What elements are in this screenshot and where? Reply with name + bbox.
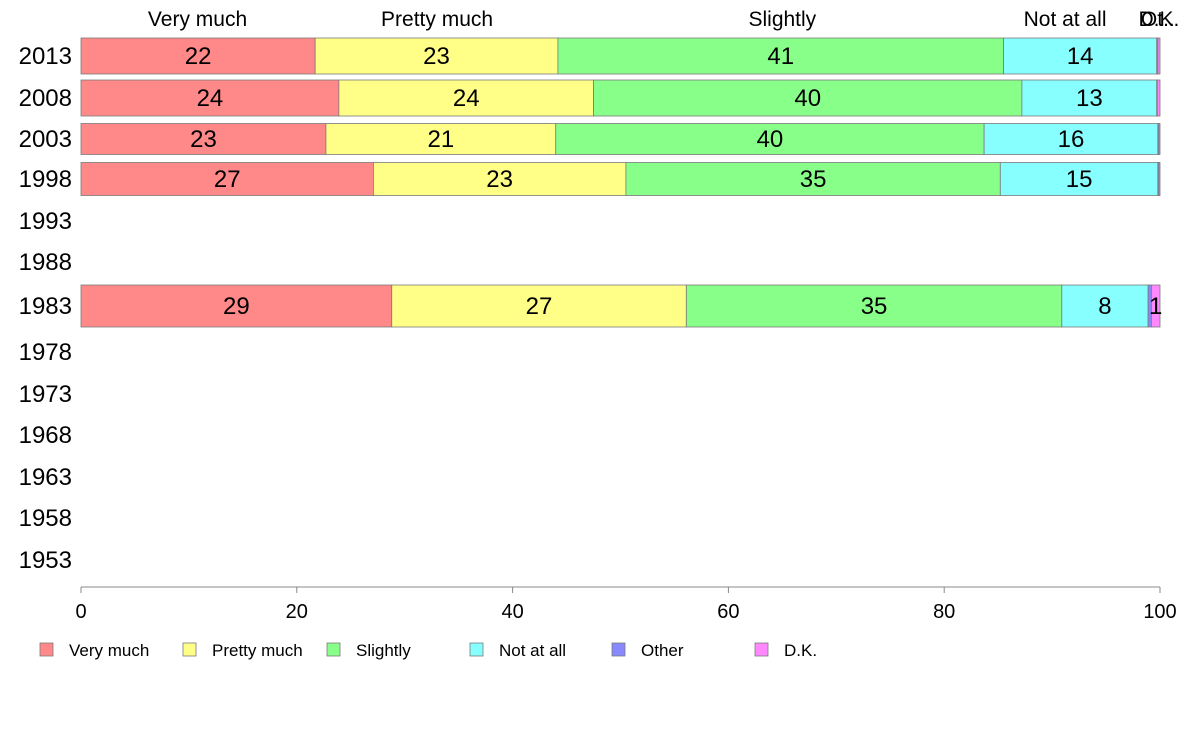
bar-segment xyxy=(80,37,316,75)
bar-value-label: 24 xyxy=(197,85,224,112)
bar-segment xyxy=(1157,37,1161,75)
legend-swatch xyxy=(39,642,54,657)
bar-value-label: 14 xyxy=(1067,43,1094,70)
bar-segment xyxy=(685,284,1063,328)
bar-value-label: 22 xyxy=(185,43,212,70)
bar-segment xyxy=(391,284,687,328)
x-tick-label: 40 xyxy=(501,601,523,623)
legend-label: Slightly xyxy=(356,641,411,660)
legend-label: D.K. xyxy=(784,641,817,660)
bar-segment xyxy=(1158,123,1161,155)
top-series-label: Slightly xyxy=(748,8,816,31)
x-tick-label: 80 xyxy=(933,601,955,623)
legend-swatch xyxy=(326,642,341,657)
y-tick-label: 1993 xyxy=(19,208,72,235)
bar-segment xyxy=(999,162,1159,196)
top-series-label: Ot.. xyxy=(1141,8,1175,31)
bar-segment xyxy=(1158,162,1161,196)
bar-segment xyxy=(625,162,1001,196)
bar-segment xyxy=(555,123,985,155)
bar-segment xyxy=(593,79,1023,117)
bar-value-label: 16 xyxy=(1058,126,1085,153)
bar-value-label: 1 xyxy=(1149,293,1162,320)
x-tick-label: 100 xyxy=(1143,601,1176,623)
y-tick-label: 1963 xyxy=(19,464,72,491)
bar-segment xyxy=(1150,284,1161,328)
legend-label: Other xyxy=(641,641,684,660)
y-tick-label: 2013 xyxy=(19,43,72,70)
bar-segment xyxy=(314,37,559,75)
legend-swatch xyxy=(611,642,626,657)
bar-value-label: 8 xyxy=(1098,293,1111,320)
y-tick-label: 1953 xyxy=(19,547,72,574)
bar-value-label: 23 xyxy=(423,43,450,70)
bar-value-label: 40 xyxy=(794,85,821,112)
top-series-label: Pretty much xyxy=(381,8,493,31)
bar-value-label: 35 xyxy=(861,293,888,320)
bar-value-label: 21 xyxy=(427,126,454,153)
bar-segment xyxy=(80,162,374,196)
bar-value-label: 23 xyxy=(486,166,513,193)
bar-segment xyxy=(1061,284,1149,328)
y-tick-label: 1998 xyxy=(19,166,72,193)
bar-value-label: 29 xyxy=(223,293,250,320)
bar-value-label: 27 xyxy=(526,293,553,320)
y-tick-label: 2003 xyxy=(19,126,72,153)
bar-segment xyxy=(1156,79,1161,117)
y-tick-label: 1988 xyxy=(19,249,72,276)
bar-value-label: 35 xyxy=(800,166,827,193)
legend-swatch xyxy=(182,642,197,657)
bar-value-label: 41 xyxy=(767,43,794,70)
bar-segment xyxy=(80,123,327,155)
bar-value-label: 27 xyxy=(214,166,241,193)
legend-label: Very much xyxy=(69,641,149,660)
bar-segment xyxy=(338,79,594,117)
y-tick-label: 2008 xyxy=(19,85,72,112)
y-tick-label: 1958 xyxy=(19,505,72,532)
x-tick-label: 60 xyxy=(717,601,739,623)
bar-value-label: 23 xyxy=(190,126,217,153)
legend-label: Pretty much xyxy=(212,641,303,660)
legend-label: Not at all xyxy=(499,641,566,660)
bar-value-label: 40 xyxy=(757,126,784,153)
bar-value-label: 24 xyxy=(453,85,480,112)
top-series-label: D.K. xyxy=(1138,8,1179,31)
x-tick-label: 0 xyxy=(75,601,86,623)
top-series-label: Not at all xyxy=(1024,8,1107,31)
y-tick-label: 1978 xyxy=(19,339,72,366)
bar-segment xyxy=(1021,79,1158,117)
bar-segment xyxy=(80,79,340,117)
bar-segment xyxy=(1003,37,1158,75)
bar-segment xyxy=(80,284,393,328)
legend-swatch xyxy=(754,642,769,657)
bar-segment xyxy=(557,37,1004,75)
y-tick-label: 1968 xyxy=(19,422,72,449)
bar-value-label: 15 xyxy=(1066,166,1093,193)
legend-swatch xyxy=(469,642,484,657)
top-series-label: Very much xyxy=(148,8,247,31)
y-tick-label: 1983 xyxy=(19,293,72,320)
bar-value-label: 13 xyxy=(1076,85,1103,112)
x-tick-label: 20 xyxy=(286,601,308,623)
bar-segment xyxy=(983,123,1159,155)
y-tick-label: 1973 xyxy=(19,381,72,408)
